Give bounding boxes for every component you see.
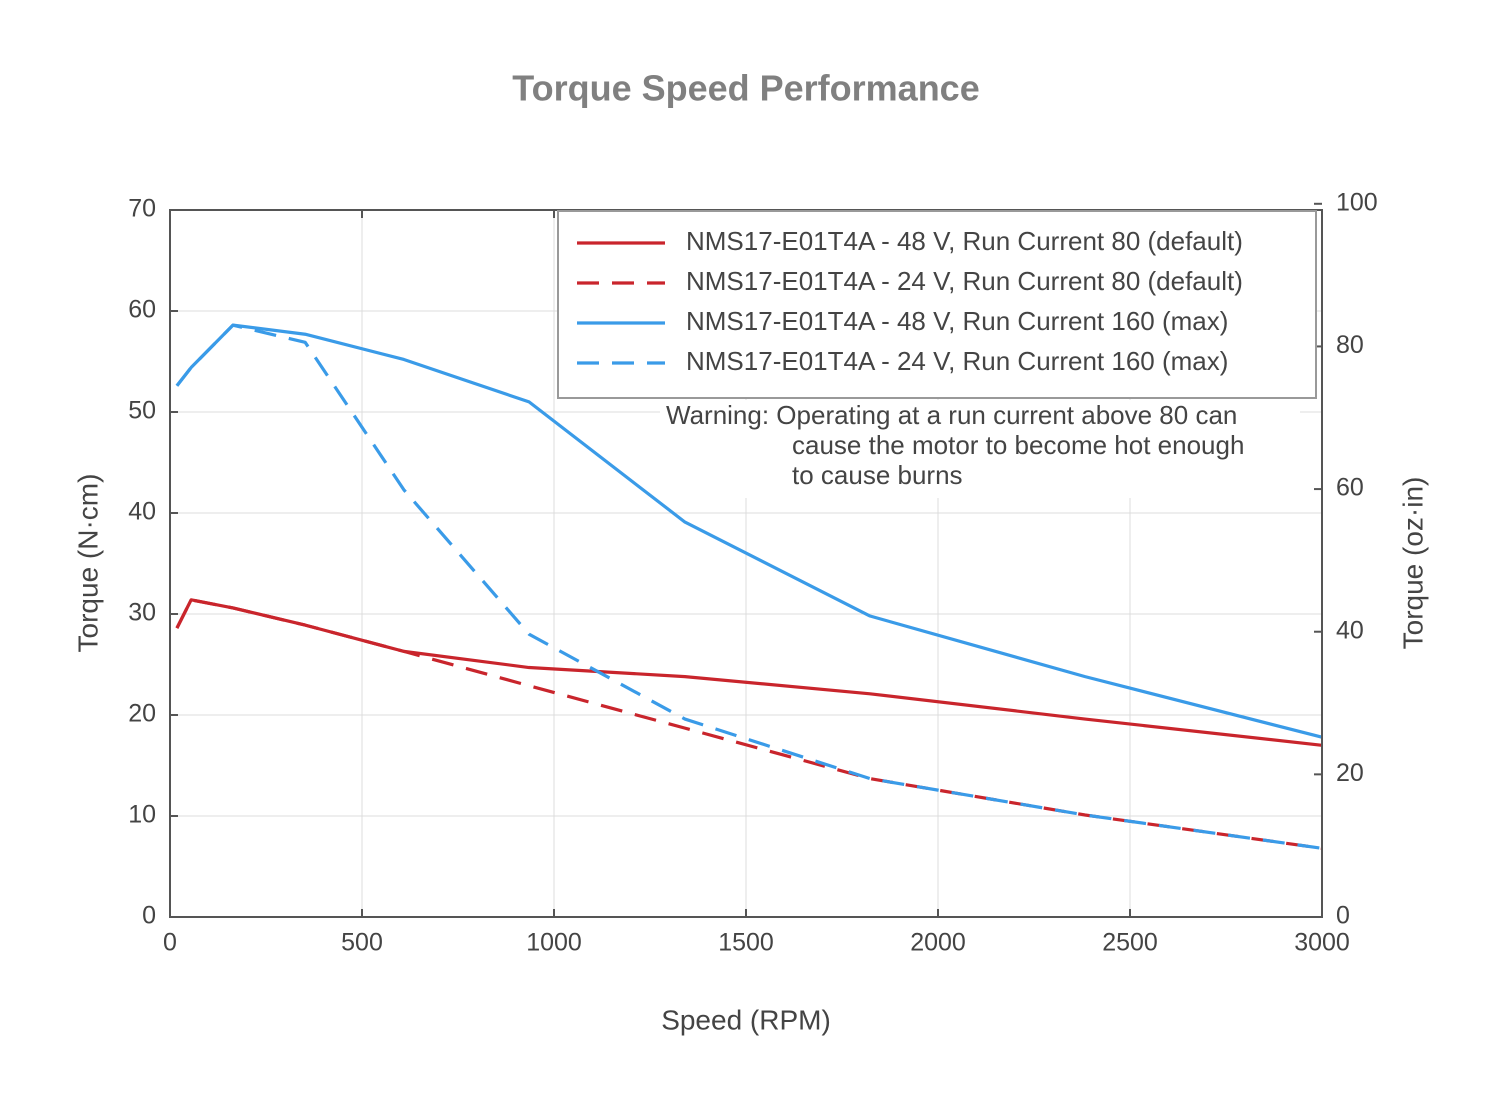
- x-tick-label: 500: [341, 929, 383, 957]
- annotation: Warning: Operating at a run current abov…: [666, 400, 1237, 430]
- legend-label: NMS17-E01T4A - 24 V, Run Current 160 (ma…: [686, 346, 1228, 376]
- y-tick-label: 60: [128, 296, 156, 324]
- x-tick-label: 2000: [910, 929, 966, 957]
- y-tick-label: 30: [128, 599, 156, 627]
- series-line: [175, 598, 1323, 850]
- annotation: cause the motor to become hot enough: [792, 430, 1244, 460]
- y2-axis-label: Torque (oz·in): [1397, 477, 1428, 650]
- x-tick-label: 0: [163, 929, 177, 957]
- x-tick-label: 1500: [718, 929, 774, 957]
- annotation-background: [660, 400, 1300, 498]
- legend-label: NMS17-E01T4A - 48 V, Run Current 80 (def…: [686, 226, 1243, 256]
- y2-tick-label: 20: [1336, 759, 1364, 787]
- y-tick-label: 40: [128, 498, 156, 526]
- y2-tick-label: 40: [1336, 616, 1364, 644]
- y-tick-label: 10: [128, 801, 156, 829]
- legend-box: [557, 210, 1317, 399]
- y2-tick-label: 0: [1336, 902, 1350, 930]
- series-line: [175, 598, 1323, 747]
- x-tick-label: 1000: [526, 929, 582, 957]
- series-line: [175, 323, 1323, 850]
- y-axis-label: Torque (N·cm): [72, 474, 103, 653]
- y2-tick-label: 60: [1336, 474, 1364, 502]
- x-tick-label: 2500: [1102, 929, 1158, 957]
- x-axis-label: Speed (RPM): [661, 1004, 831, 1035]
- y-tick-label: 50: [128, 397, 156, 425]
- legend-label: NMS17-E01T4A - 48 V, Run Current 160 (ma…: [686, 306, 1228, 336]
- y2-tick-label: 100: [1336, 188, 1378, 216]
- x-tick-label: 3000: [1294, 929, 1350, 957]
- chart-title: Torque Speed Performance: [512, 68, 979, 109]
- y-tick-label: 20: [128, 700, 156, 728]
- y-tick-label: 70: [128, 195, 156, 223]
- y2-tick-label: 80: [1336, 331, 1364, 359]
- y-tick-label: 0: [142, 902, 156, 930]
- legend-label: NMS17-E01T4A - 24 V, Run Current 80 (def…: [686, 266, 1243, 296]
- annotation: to cause burns: [792, 460, 963, 490]
